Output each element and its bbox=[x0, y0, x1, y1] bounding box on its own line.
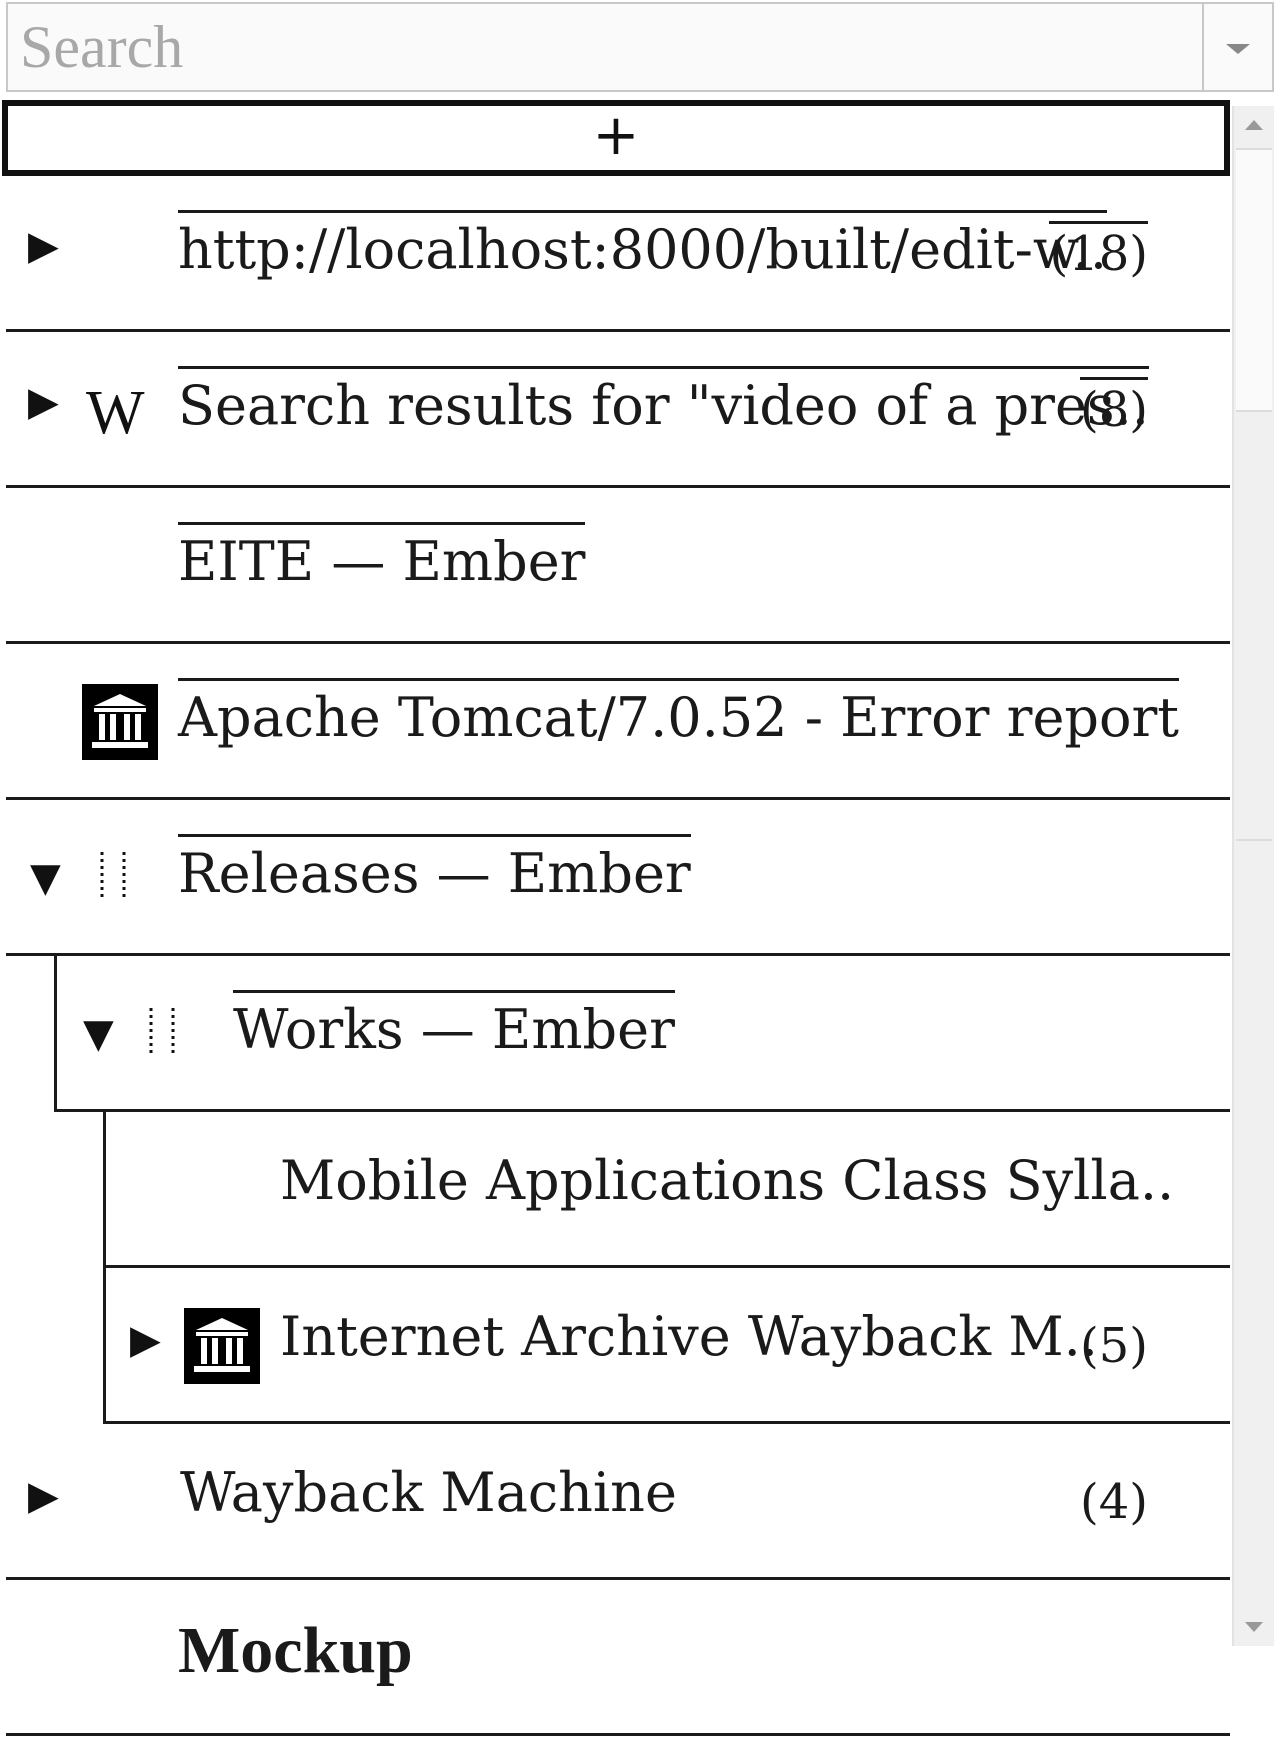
tree-row[interactable]: ▶ Wayback Machine (4) bbox=[6, 1424, 1230, 1580]
dotted-lines-icon bbox=[143, 1004, 183, 1064]
tree-row-title: Mockup bbox=[178, 1614, 413, 1687]
expand-arrow-icon[interactable]: ▶ bbox=[28, 223, 59, 269]
tree-row-title: Apache Tomcat/7.0.52 - Error report bbox=[178, 678, 1180, 753]
tree-row-count: (5) bbox=[1080, 1318, 1148, 1374]
tree-row[interactable]: ▼ Releases — Ember bbox=[6, 800, 1230, 956]
scroll-track-divider bbox=[1236, 839, 1272, 841]
tree-row-title: EITE — Ember bbox=[178, 522, 586, 597]
scroll-down-button[interactable] bbox=[1234, 1608, 1274, 1646]
tree-row-title: Mobile Applications Class Sylla.. bbox=[280, 1149, 1175, 1212]
internet-archive-icon bbox=[82, 684, 158, 760]
search-input[interactable] bbox=[8, 4, 1204, 90]
search-dropdown-button[interactable] bbox=[1204, 4, 1272, 90]
scroll-thumb[interactable] bbox=[1236, 148, 1272, 412]
tree-row-title: Works — Ember bbox=[233, 990, 675, 1065]
expand-arrow-icon[interactable]: ▶ bbox=[28, 379, 59, 425]
tree-row-title: Search results for "video of a pres.. bbox=[178, 366, 1149, 441]
tree-row-title: Releases — Ember bbox=[178, 834, 691, 909]
tree-row[interactable]: Mockup bbox=[6, 1580, 1230, 1736]
search-bar bbox=[6, 2, 1274, 92]
dotted-lines-icon bbox=[94, 848, 134, 908]
wikipedia-icon: W bbox=[86, 379, 145, 447]
tree-row[interactable]: ▶ Internet Archive Wayback M.. (5) bbox=[103, 1268, 1230, 1424]
collapse-arrow-icon[interactable]: ▼ bbox=[30, 855, 61, 901]
tree-row[interactable]: Apache Tomcat/7.0.52 - Error report bbox=[6, 644, 1230, 800]
arrow-down-icon bbox=[1245, 1622, 1263, 1632]
scrollbar[interactable] bbox=[1232, 106, 1274, 1646]
scroll-up-button[interactable] bbox=[1234, 106, 1274, 144]
internet-archive-icon bbox=[184, 1308, 260, 1384]
tree-row-title: http://localhost:8000/built/edit-w.. bbox=[178, 210, 1107, 285]
tree-row-title: Wayback Machine bbox=[180, 1461, 677, 1524]
tree-row-title: Internet Archive Wayback M.. bbox=[280, 1305, 1098, 1368]
arrow-up-icon bbox=[1245, 120, 1263, 130]
tree-row[interactable]: ▶ http://localhost:8000/built/edit-w.. (… bbox=[6, 176, 1230, 332]
expand-arrow-icon[interactable]: ▶ bbox=[28, 1473, 59, 1519]
tree-row-count: (18) bbox=[1049, 221, 1148, 284]
collapse-arrow-icon[interactable]: ▼ bbox=[83, 1011, 114, 1057]
tree-row[interactable]: EITE — Ember bbox=[6, 488, 1230, 644]
tree-row[interactable]: ▶ W Search results for "video of a pres.… bbox=[6, 332, 1230, 488]
tree-row-count: (4) bbox=[1080, 1474, 1148, 1530]
add-button[interactable]: + bbox=[2, 100, 1230, 176]
tree-row[interactable]: Mobile Applications Class Sylla.. bbox=[103, 1112, 1230, 1268]
expand-arrow-icon[interactable]: ▶ bbox=[130, 1317, 161, 1363]
tree-row-count: (8) bbox=[1080, 377, 1148, 440]
chevron-down-icon bbox=[1226, 44, 1250, 54]
tree-row[interactable]: ▼ Works — Ember bbox=[54, 956, 1230, 1112]
